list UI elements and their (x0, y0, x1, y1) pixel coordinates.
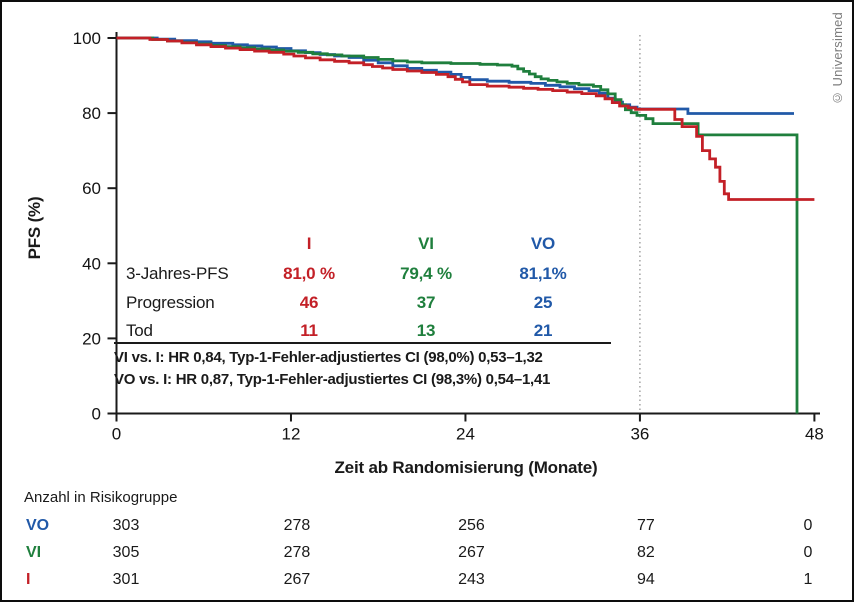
stats-value: 81,1% (519, 264, 567, 283)
risk-count: 82 (637, 544, 655, 561)
stats-value: 25 (533, 293, 553, 312)
risk-count: 278 (283, 544, 311, 561)
y-tick-label: 0 (92, 405, 101, 424)
risk-count: 267 (283, 571, 311, 588)
stats-value: 81,0 % (283, 264, 335, 283)
x-axis-title: Zeit ab Randomisierung (Monate) (334, 458, 598, 477)
stats-value: 46 (299, 293, 319, 312)
y-tick-label: 100 (73, 29, 101, 48)
stats-value: 11 (300, 321, 318, 340)
risk-table-title: Anzahl in Risikogruppe (24, 489, 178, 506)
risk-count: 77 (637, 517, 655, 534)
risk-count: 303 (112, 517, 140, 534)
hr-annotation-vo-vs-i: VO vs. I: HR 0,87, Typ-1-Fehler-adjustie… (114, 371, 551, 388)
risk-count: 243 (458, 571, 485, 588)
series-curve-I (116, 36, 815, 201)
risk-row-label-VO: VO (26, 517, 50, 534)
stats-value: 21 (533, 321, 553, 340)
stats-divider-line (114, 342, 611, 344)
risk-count: 0 (803, 517, 813, 534)
stats-column-header-I: I (306, 234, 312, 253)
risk-count: 256 (458, 517, 485, 534)
stats-row-label: Progression (126, 293, 215, 312)
hr-annotation-vi-vs-i: VI vs. I: HR 0,84, Typ-1-Fehler-adjustie… (114, 349, 543, 366)
credit-text: © Universimed (830, 12, 845, 106)
risk-row-label-VI: VI (26, 544, 42, 561)
series-curve-VO (116, 36, 794, 115)
x-tick-label: 12 (282, 425, 301, 444)
risk-count: 94 (637, 571, 655, 588)
risk-count: 305 (112, 544, 140, 561)
y-tick-label: 60 (82, 179, 101, 198)
risk-count: 0 (803, 544, 813, 561)
y-tick-label: 20 (82, 329, 101, 348)
stats-column-header-VI: VI (418, 234, 434, 253)
x-tick-label: 0 (112, 425, 121, 444)
stats-row-label: 3-Jahres-PFS (126, 264, 229, 283)
stats-value: 37 (416, 293, 436, 312)
y-axis-title: PFS (%) (25, 196, 44, 260)
stats-value: 79,4 % (400, 264, 452, 283)
stats-column-header-VO: VO (530, 234, 556, 253)
x-tick-label: 36 (630, 425, 649, 444)
risk-row-label-I: I (26, 571, 31, 588)
stats-row-label: Tod (126, 321, 153, 340)
y-tick-label: 40 (82, 254, 101, 273)
y-tick-label: 80 (82, 104, 101, 123)
stats-value: 13 (416, 321, 436, 340)
x-tick-label: 48 (805, 425, 824, 444)
risk-count: 301 (112, 571, 140, 588)
risk-count: 1 (803, 571, 813, 588)
risk-count: 278 (283, 517, 311, 534)
x-tick-label: 24 (456, 425, 475, 444)
risk-count: 267 (458, 544, 485, 561)
